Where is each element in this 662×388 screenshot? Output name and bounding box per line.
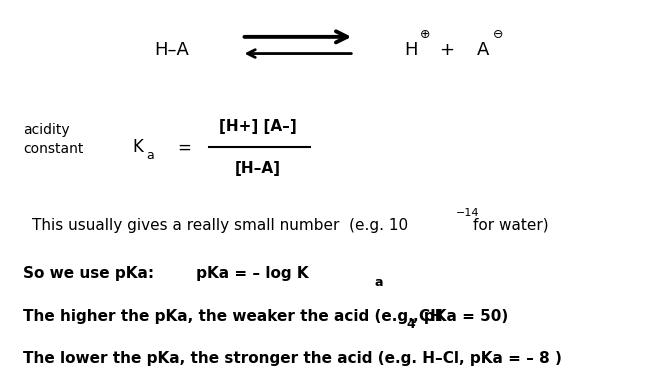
Text: H: H <box>404 42 417 59</box>
Text: a: a <box>374 275 383 289</box>
Text: K: K <box>132 139 143 156</box>
Text: +: + <box>440 42 454 59</box>
Text: This usually gives a really small number  (e.g. 10: This usually gives a really small number… <box>32 218 408 232</box>
Text: ⊕: ⊕ <box>420 28 431 42</box>
Text: for water): for water) <box>473 218 548 232</box>
Text: The lower the pKa, the stronger the acid (e.g. H–Cl, pKa = – 8 ): The lower the pKa, the stronger the acid… <box>23 352 562 366</box>
Text: [H+] [A–]: [H+] [A–] <box>219 119 297 133</box>
Text: The higher the pKa, the weaker the acid (e.g. CH: The higher the pKa, the weaker the acid … <box>23 309 443 324</box>
Text: ⊖: ⊖ <box>493 28 504 42</box>
Text: 4: 4 <box>406 318 415 331</box>
Text: a: a <box>146 149 154 162</box>
Text: acidity
constant: acidity constant <box>23 123 83 156</box>
Text: A: A <box>477 42 489 59</box>
Text: [H–A]: [H–A] <box>235 161 281 176</box>
Text: =: = <box>177 139 191 156</box>
Text: H–A: H–A <box>155 42 189 59</box>
Text: So we use pKa:        pKa = – log K: So we use pKa: pKa = – log K <box>23 266 308 281</box>
Text: −14: −14 <box>455 208 479 218</box>
Text: , pKa = 50): , pKa = 50) <box>413 309 508 324</box>
